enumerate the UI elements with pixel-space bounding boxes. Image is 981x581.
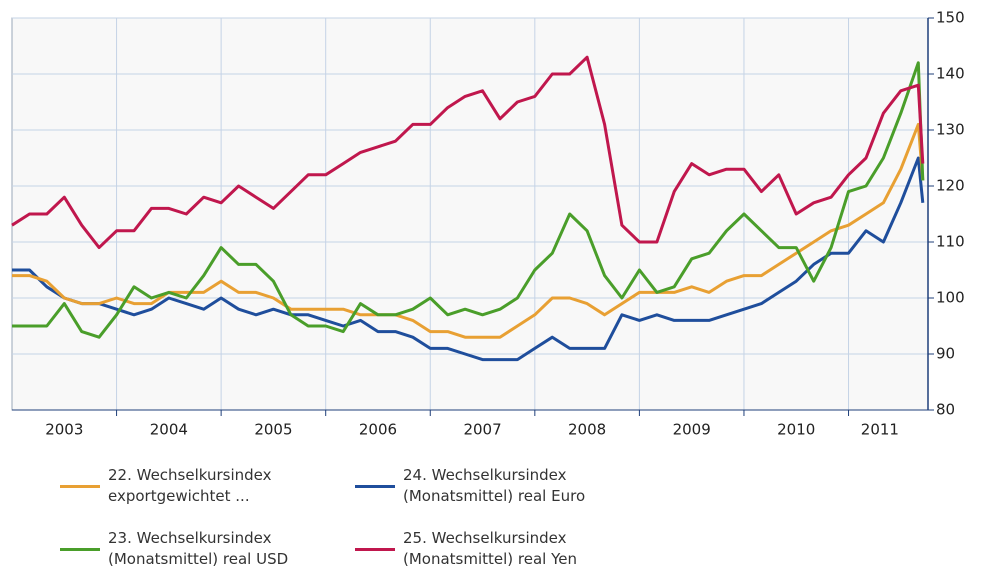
x-tick-label: 2011 [861,421,899,439]
x-tick-label: 2005 [254,421,292,439]
plot-area [11,17,929,411]
x-tick-label: 2010 [777,421,815,439]
x-tick-label: 2009 [673,421,711,439]
y-tick-label: 100 [936,289,965,307]
series-line [12,156,925,362]
legend-label: 22. Wechselkursindex exportgewichtet ... [108,466,272,505]
y-tick-label: 80 [936,401,955,419]
x-tick-label: 2008 [568,421,606,439]
y-tick-label: 130 [936,121,965,139]
y-tick-label: 140 [936,65,965,83]
legend-swatch [355,485,395,488]
legend-swatch [355,548,395,551]
y-tick-label: 120 [936,177,965,195]
series-line [11,55,925,250]
x-tick-label: 2006 [359,421,397,439]
y-tick-label: 150 [936,9,965,27]
legend-label: 23. Wechselkursindex (Monatsmittel) real… [108,529,289,568]
x-tick-label: 2007 [463,421,501,439]
y-tick-label: 110 [936,233,965,251]
series-line [12,61,925,339]
legend-label: 24. Wechselkursindex (Monatsmittel) real… [403,466,586,505]
legend-swatch [60,548,100,551]
legend-swatch [60,485,100,488]
x-tick-label: 2004 [150,421,188,439]
legend-label: 25. Wechselkursindex (Monatsmittel) real… [403,529,578,568]
x-tick-label: 2003 [45,421,83,439]
y-tick-label: 90 [936,345,955,363]
